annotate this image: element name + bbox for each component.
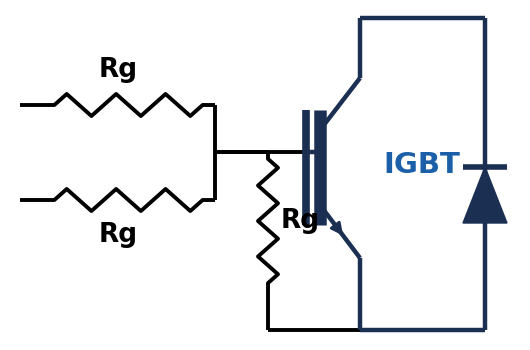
Text: Rg: Rg bbox=[99, 222, 138, 248]
Text: Rg: Rg bbox=[99, 57, 138, 83]
Text: IGBT: IGBT bbox=[384, 151, 461, 179]
Text: Rg: Rg bbox=[280, 208, 320, 234]
Polygon shape bbox=[463, 167, 507, 223]
